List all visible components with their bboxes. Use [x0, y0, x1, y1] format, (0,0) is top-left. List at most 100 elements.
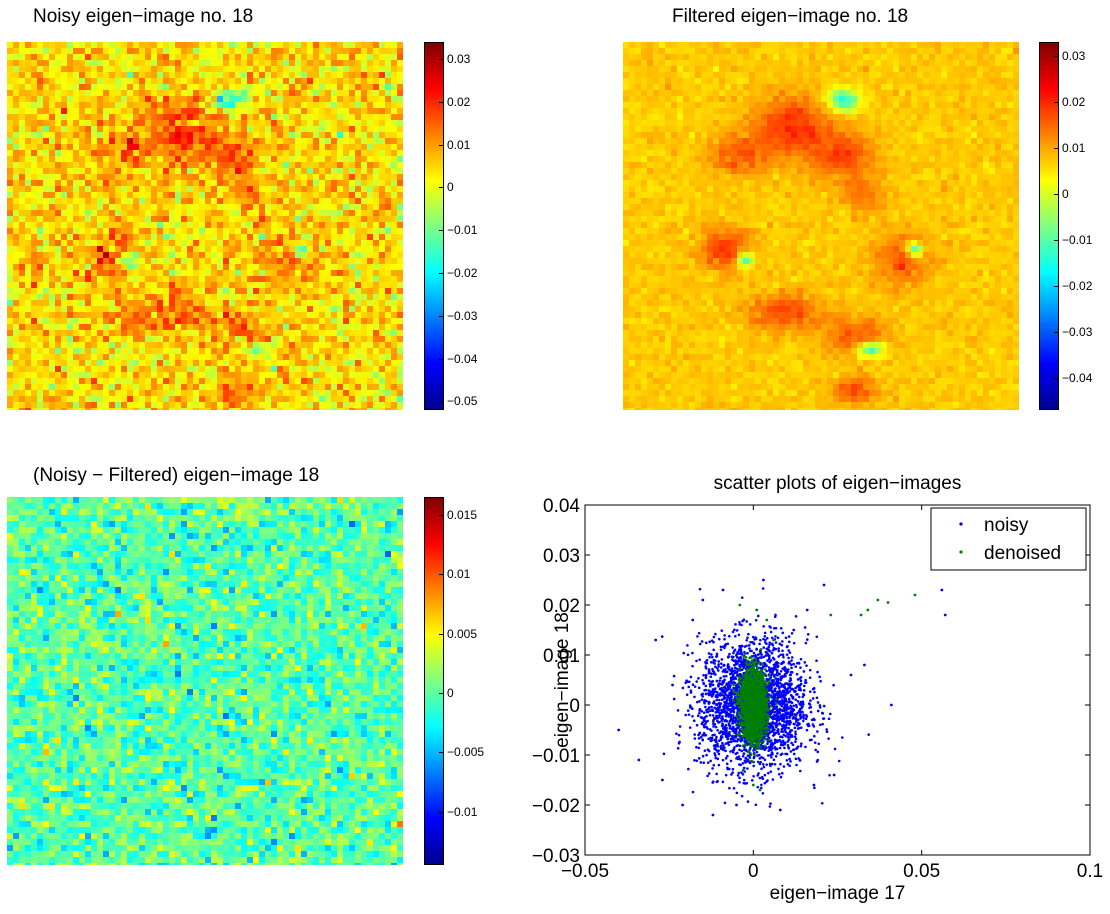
scatter-point	[708, 713, 712, 717]
scatter-point	[701, 598, 705, 602]
scatter-point	[726, 666, 730, 669]
scatter-point	[724, 773, 728, 777]
scatter-point	[756, 653, 760, 656]
scatter-point	[747, 723, 750, 727]
scatter-point	[716, 693, 720, 697]
scatter-point	[790, 671, 794, 674]
scatter-point	[752, 695, 756, 699]
scatter-point	[796, 678, 800, 681]
scatter-point	[768, 695, 772, 698]
scatter-point	[738, 717, 741, 721]
scatter-point	[754, 747, 758, 751]
scatter-point	[765, 705, 769, 709]
scatter-point	[771, 727, 774, 731]
scatter-point	[728, 786, 731, 790]
scatter-point	[754, 670, 758, 673]
scatter-point	[734, 752, 738, 756]
scatter-point	[736, 690, 740, 694]
scatter-point	[767, 658, 771, 661]
scatter-point	[760, 775, 764, 779]
scatter-point	[738, 644, 741, 648]
scatter-point	[758, 788, 762, 792]
scatter-point	[709, 660, 713, 664]
scatter-point	[780, 676, 784, 680]
scatter-point	[735, 670, 739, 674]
scatter-point	[702, 723, 706, 727]
scatter-point	[716, 695, 719, 699]
scatter-point	[799, 679, 803, 683]
scatter-point	[698, 658, 701, 661]
colorbar-tick-mark	[439, 273, 444, 275]
scatter-point	[794, 698, 797, 701]
scatter-point	[721, 741, 724, 745]
scatter-point	[775, 739, 779, 742]
scatter-point	[724, 700, 728, 704]
scatter-point	[764, 674, 768, 677]
scatter-point	[769, 626, 772, 629]
scatter-point	[799, 726, 803, 729]
scatter-point	[773, 689, 776, 692]
scatter-point	[677, 741, 681, 745]
scatter-point	[755, 702, 758, 706]
scatter-point	[774, 707, 778, 711]
scatter-point	[699, 735, 703, 739]
scatter-point	[813, 786, 816, 790]
scatter-point	[712, 648, 715, 652]
scatter-point	[740, 710, 744, 713]
scatter-point	[773, 674, 776, 677]
scatter-point	[720, 717, 723, 720]
scatter-point	[782, 709, 786, 713]
scatter-point	[799, 682, 803, 686]
scatter-point	[775, 697, 778, 701]
scatter-point	[764, 654, 768, 657]
scatter-point	[738, 780, 741, 784]
scatter-point	[779, 627, 783, 630]
scatter-point	[801, 695, 805, 699]
scatter-point	[734, 706, 737, 710]
colorbar-tick-label: −0.01	[447, 223, 478, 238]
scatter-point	[792, 641, 796, 645]
scatter-point	[717, 683, 720, 687]
scatter-point	[726, 696, 729, 699]
scatter-point	[729, 691, 733, 694]
scatter-point	[714, 710, 718, 714]
scatter-point	[782, 733, 786, 737]
scatter-point	[760, 686, 763, 690]
scatter-point	[734, 623, 737, 626]
scatter-point	[769, 802, 772, 805]
scatter-point	[829, 712, 832, 716]
scatter-point	[754, 675, 758, 679]
scatter-point	[744, 681, 748, 685]
colorbar-tick-mark	[439, 633, 444, 635]
scatter-point	[778, 746, 782, 750]
scatter-point	[798, 677, 802, 680]
scatter-point	[815, 696, 819, 700]
scatter-point	[712, 722, 715, 726]
scatter-point	[813, 718, 816, 722]
scatter-point	[723, 685, 726, 689]
scatter-point	[768, 650, 772, 653]
scatter-point	[792, 715, 796, 719]
scatter-point	[723, 746, 726, 749]
scatter-point	[728, 672, 732, 676]
scatter-point	[780, 643, 784, 647]
scatter-point	[752, 764, 755, 768]
scatter-point	[691, 618, 695, 622]
scatter-point	[742, 679, 745, 682]
scatter-point	[808, 690, 812, 693]
scatter-point	[749, 753, 753, 756]
scatter-point	[675, 732, 678, 735]
scatter-point	[757, 725, 760, 729]
scatter-point	[719, 692, 722, 695]
scatter-point	[748, 714, 751, 717]
scatter-point	[701, 733, 704, 737]
scatter-point	[681, 686, 685, 690]
noisy-image-title: Noisy eigen−image no. 18	[33, 6, 254, 27]
scatter-point	[790, 659, 793, 662]
scatter-point	[756, 614, 760, 618]
scatter-point	[714, 655, 718, 658]
scatter-point	[743, 687, 746, 690]
scatter-point	[809, 699, 812, 702]
scatter-point	[807, 702, 811, 705]
scatter-point	[816, 701, 820, 704]
